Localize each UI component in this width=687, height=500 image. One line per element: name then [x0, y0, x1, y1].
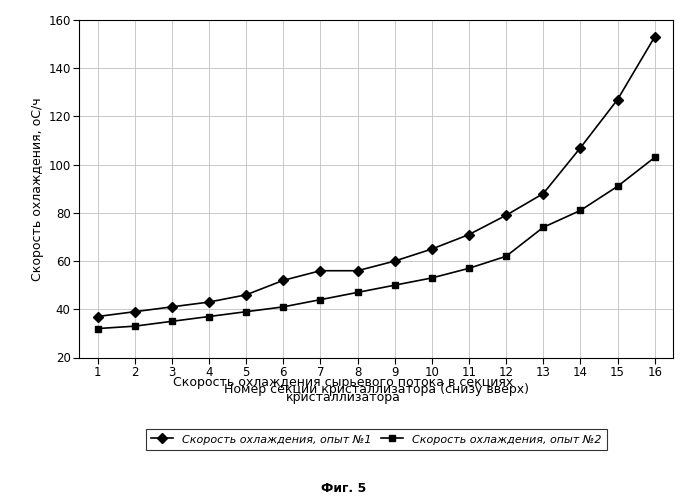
- Скорость охлаждения, опыт №1: [93, 314, 102, 320]
- Скорость охлаждения, опыт №1: [613, 96, 622, 102]
- Text: Скорость охлаждения сырьевого потока в секциях: Скорость охлаждения сырьевого потока в с…: [173, 376, 514, 389]
- Скорость охлаждения, опыт №1: [576, 145, 585, 151]
- Text: кристаллизатора: кристаллизатора: [286, 391, 401, 404]
- Скорость охлаждения, опыт №1: [353, 268, 361, 274]
- Скорость охлаждения, опыт №2: [242, 308, 250, 314]
- X-axis label: Номер секции кристаллизатора (снизу вверх): Номер секции кристаллизатора (снизу ввер…: [224, 383, 528, 396]
- Скорость охлаждения, опыт №1: [242, 292, 250, 298]
- Скорость охлаждения, опыт №2: [168, 318, 176, 324]
- Скорость охлаждения, опыт №2: [205, 314, 213, 320]
- Скорость охлаждения, опыт №1: [168, 304, 176, 310]
- Скорость охлаждения, опыт №2: [279, 304, 287, 310]
- Скорость охлаждения, опыт №1: [465, 232, 473, 237]
- Скорость охлаждения, опыт №1: [316, 268, 324, 274]
- Скорость охлаждения, опыт №2: [502, 253, 510, 259]
- Скорость охлаждения, опыт №2: [131, 323, 139, 329]
- Line: Скорость охлаждения, опыт №1: Скорость охлаждения, опыт №1: [94, 34, 658, 320]
- Скорость охлаждения, опыт №2: [391, 282, 399, 288]
- Text: Фиг. 5: Фиг. 5: [321, 482, 366, 496]
- Скорость охлаждения, опыт №2: [539, 224, 548, 230]
- Line: Скорость охлаждения, опыт №2: Скорость охлаждения, опыт №2: [94, 154, 658, 332]
- Скорость охлаждения, опыт №1: [205, 299, 213, 305]
- Скорость охлаждения, опыт №2: [93, 326, 102, 332]
- Скорость охлаждения, опыт №1: [502, 212, 510, 218]
- Скорость охлаждения, опыт №2: [428, 275, 436, 281]
- Скорость охлаждения, опыт №1: [131, 308, 139, 314]
- Скорость охлаждения, опыт №2: [353, 290, 361, 296]
- Y-axis label: Скорость охлаждения, оС/ч: Скорость охлаждения, оС/ч: [31, 97, 44, 280]
- Скорость охлаждения, опыт №1: [428, 246, 436, 252]
- Скорость охлаждения, опыт №2: [576, 208, 585, 214]
- Скорость охлаждения, опыт №1: [539, 190, 548, 196]
- Скорость охлаждения, опыт №2: [613, 184, 622, 190]
- Скорость охлаждения, опыт №2: [316, 296, 324, 302]
- Скорость охлаждения, опыт №2: [651, 154, 659, 160]
- Скорость охлаждения, опыт №2: [465, 266, 473, 272]
- Скорость охлаждения, опыт №1: [279, 278, 287, 283]
- Скорость охлаждения, опыт №1: [651, 34, 659, 40]
- Legend: Скорость охлаждения, опыт №1, Скорость охлаждения, опыт №2: Скорость охлаждения, опыт №1, Скорость о…: [146, 429, 607, 450]
- Скорость охлаждения, опыт №1: [391, 258, 399, 264]
